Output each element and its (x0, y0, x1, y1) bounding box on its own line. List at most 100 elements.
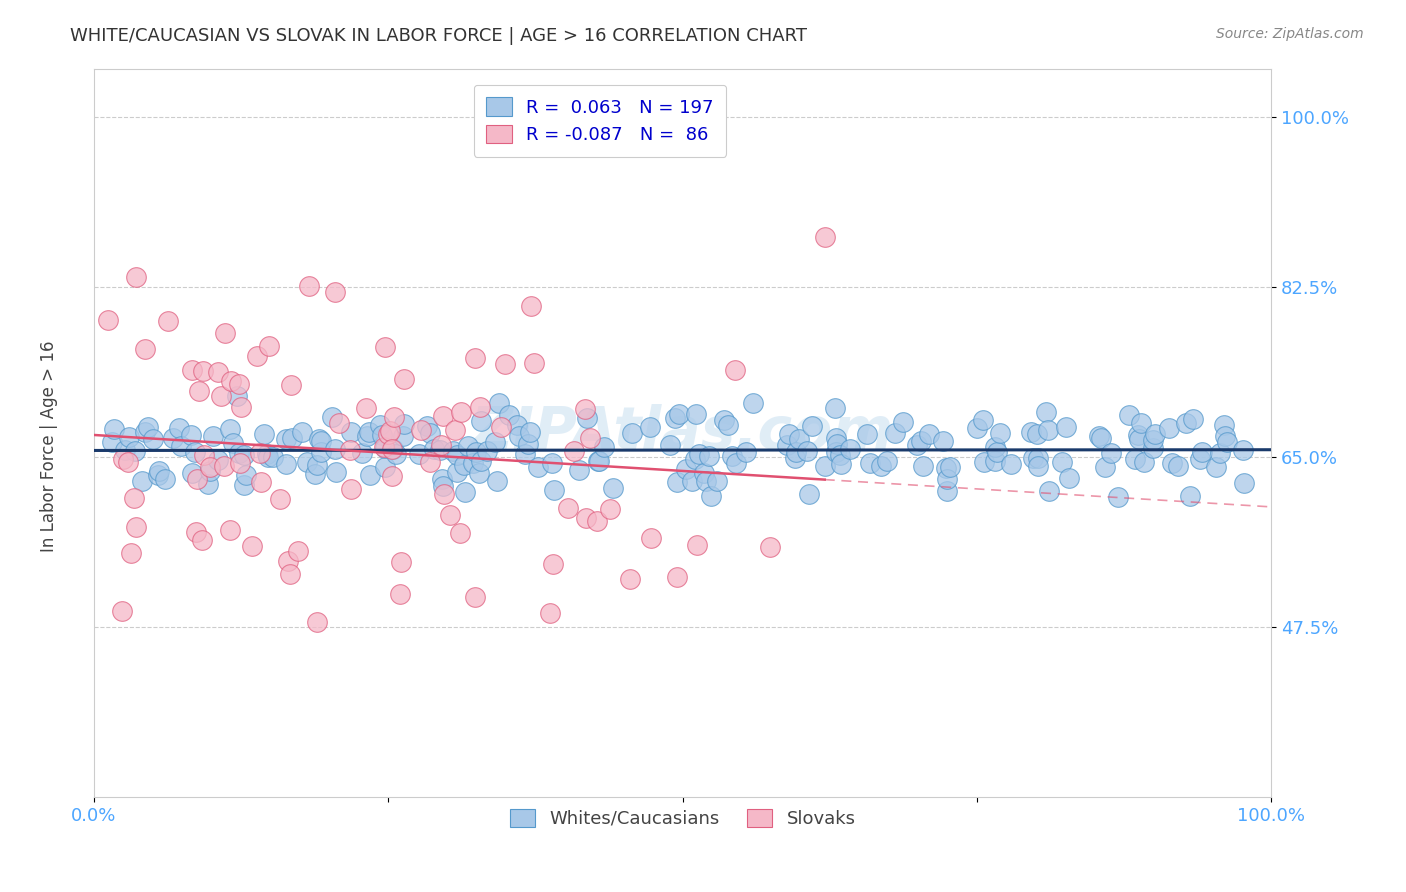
Point (186, 524, 208, 539)
Point (219, 374, 242, 388)
Point (1159, 420, 1181, 434)
Point (246, 349, 269, 363)
Point (120, 546, 142, 560)
Point (776, 437, 799, 451)
Point (253, 426, 276, 441)
Point (114, 443, 136, 458)
Point (214, 326, 236, 341)
Point (377, 426, 399, 441)
Point (446, 466, 468, 480)
Point (785, 450, 807, 465)
Point (568, 463, 591, 477)
Point (167, 420, 190, 434)
Point (859, 456, 882, 470)
Point (309, 434, 332, 448)
Point (1189, 451, 1212, 466)
Point (1118, 408, 1140, 422)
Point (257, 338, 280, 352)
Point (984, 440, 1007, 454)
Point (489, 420, 512, 434)
Point (368, 417, 391, 432)
Point (235, 468, 257, 483)
Point (683, 451, 706, 466)
Point (408, 447, 430, 461)
Point (381, 442, 404, 456)
Point (134, 342, 156, 356)
Point (1175, 416, 1198, 430)
Point (111, 603, 134, 617)
Point (339, 482, 361, 496)
Point (359, 467, 381, 482)
Point (394, 417, 416, 431)
Point (1205, 459, 1227, 474)
Point (905, 438, 928, 452)
Point (464, 590, 486, 604)
Point (543, 483, 565, 497)
Point (228, 445, 250, 459)
Point (825, 432, 848, 446)
Point (277, 554, 299, 568)
Point (640, 532, 662, 546)
Point (700, 489, 723, 503)
Point (477, 444, 499, 458)
Point (385, 447, 408, 461)
Point (735, 445, 758, 459)
Point (381, 468, 404, 483)
Point (695, 474, 717, 488)
Point (323, 285, 346, 300)
Point (249, 475, 271, 490)
Point (1035, 405, 1057, 419)
Text: WHITE/CAUCASIAN VS SLOVAK IN LABOR FORCE | AGE > 16 CORRELATION CHART: WHITE/CAUCASIAN VS SLOVAK IN LABOR FORCE… (70, 27, 807, 45)
Point (280, 378, 302, 392)
Point (725, 456, 748, 470)
Point (467, 466, 489, 480)
Point (309, 445, 332, 459)
Point (131, 474, 153, 488)
Point (668, 407, 690, 421)
Point (1038, 423, 1060, 437)
Point (506, 417, 529, 432)
Point (693, 467, 716, 481)
Point (824, 401, 846, 415)
Point (910, 434, 932, 448)
Point (449, 525, 471, 540)
Point (212, 459, 235, 474)
Point (453, 458, 475, 473)
Point (101, 434, 124, 449)
Point (134, 425, 156, 440)
Point (433, 486, 456, 500)
Point (986, 445, 1008, 459)
Point (423, 442, 446, 457)
Point (269, 492, 291, 507)
Point (785, 445, 807, 459)
Point (392, 428, 415, 442)
Point (759, 540, 782, 554)
Point (1233, 476, 1256, 491)
Point (461, 456, 484, 470)
Point (240, 539, 263, 553)
Point (526, 460, 548, 475)
Point (280, 431, 302, 445)
Point (432, 479, 454, 493)
Point (659, 438, 682, 452)
Point (973, 455, 995, 469)
Point (198, 459, 221, 474)
Point (328, 416, 350, 430)
Point (470, 414, 492, 428)
Point (814, 459, 837, 474)
Point (932, 434, 955, 449)
Point (321, 409, 343, 424)
Point (190, 533, 212, 548)
Point (198, 464, 221, 478)
Point (409, 424, 432, 438)
Point (681, 474, 703, 488)
Point (519, 299, 541, 313)
Point (640, 419, 662, 434)
Point (562, 444, 585, 458)
Point (291, 425, 314, 439)
Text: In Labor Force | Age > 16: In Labor Force | Age > 16 (41, 340, 58, 552)
Point (356, 401, 378, 415)
Point (228, 456, 250, 470)
Point (432, 409, 454, 424)
Point (797, 487, 820, 501)
